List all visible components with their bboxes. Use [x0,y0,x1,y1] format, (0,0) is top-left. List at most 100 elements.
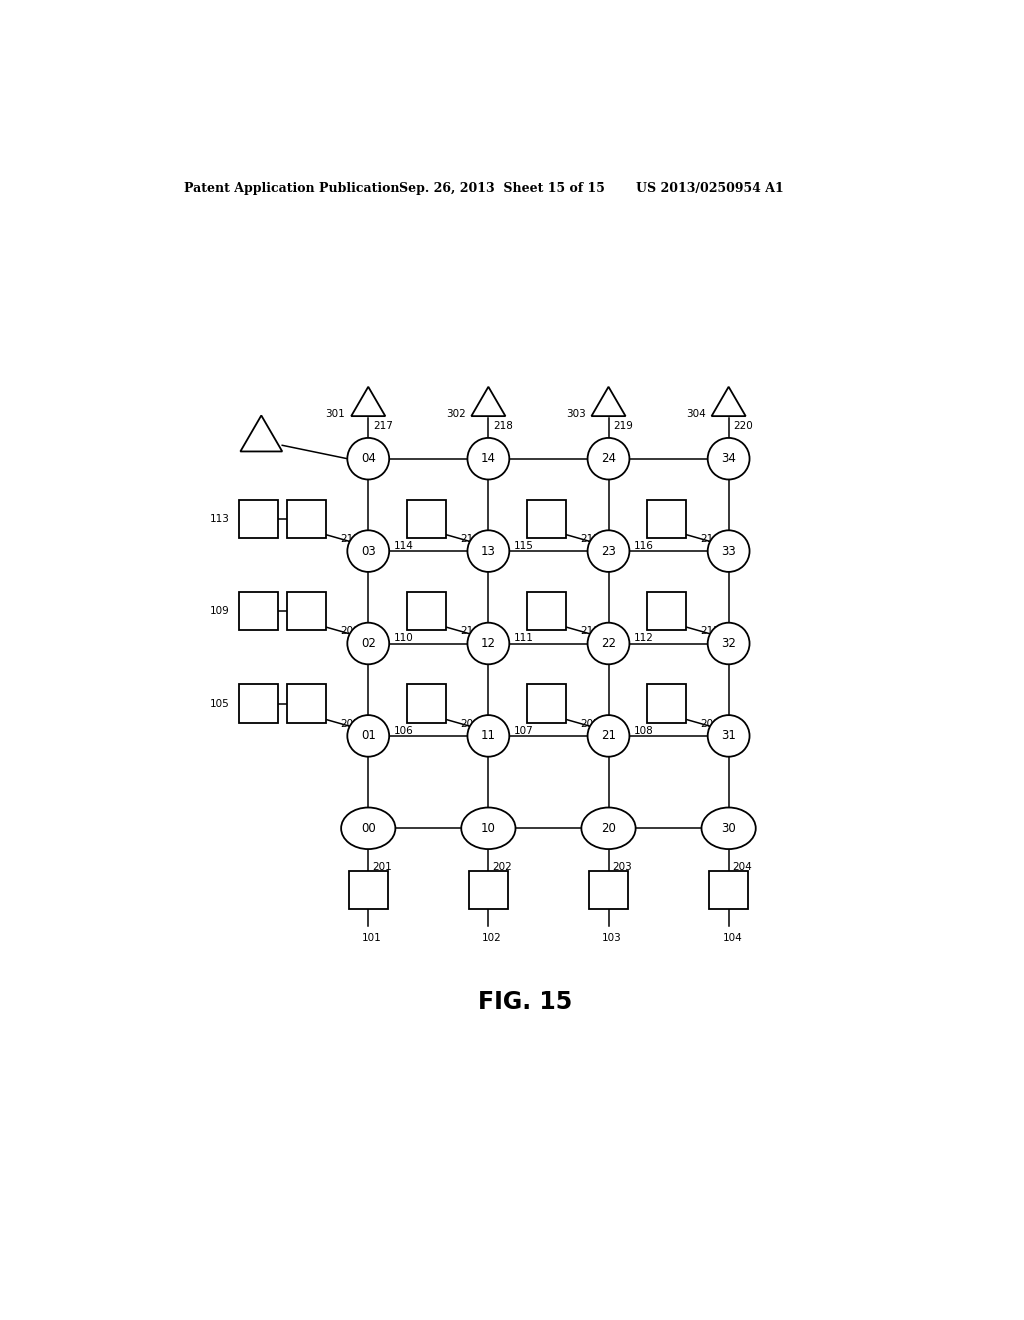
Text: 107: 107 [514,726,534,735]
Circle shape [708,531,750,572]
Circle shape [467,438,509,479]
Circle shape [708,623,750,664]
Text: 20: 20 [601,822,616,834]
Circle shape [467,623,509,664]
Text: 302: 302 [445,409,466,418]
Text: 108: 108 [634,726,654,735]
Circle shape [588,623,630,664]
Text: 114: 114 [394,541,414,550]
Text: 214: 214 [461,533,480,544]
Circle shape [347,715,389,756]
Text: 304: 304 [686,409,706,418]
Bar [710,871,748,909]
Bar [469,871,508,909]
Text: 111: 111 [514,634,534,643]
Bar [239,499,278,539]
Text: 21: 21 [601,730,616,742]
Text: 217: 217 [373,421,393,432]
Polygon shape [241,416,283,451]
Circle shape [588,438,630,479]
Text: 213: 213 [340,533,360,544]
Text: 216: 216 [700,533,721,544]
Text: 116: 116 [634,541,654,550]
Text: 23: 23 [601,545,616,557]
Text: 109: 109 [209,606,229,616]
Circle shape [708,715,750,756]
Bar [287,499,326,539]
Text: 206: 206 [461,718,480,729]
Ellipse shape [582,808,636,849]
Ellipse shape [341,808,395,849]
Bar [647,591,686,631]
Circle shape [588,531,630,572]
Text: 104: 104 [722,933,742,944]
Text: 211: 211 [581,626,600,636]
Circle shape [347,438,389,479]
Bar [589,871,628,909]
Bar [287,591,326,631]
Circle shape [708,438,750,479]
Polygon shape [712,387,745,416]
Text: US 2013/0250954 A1: US 2013/0250954 A1 [636,182,783,194]
Text: 11: 11 [481,730,496,742]
Text: 115: 115 [514,541,534,550]
Circle shape [467,715,509,756]
Bar [349,871,388,909]
Text: 208: 208 [700,718,721,729]
Bar [407,499,445,539]
Bar [527,684,566,723]
Circle shape [467,531,509,572]
Text: 113: 113 [209,513,229,524]
Bar [239,591,278,631]
Text: 212: 212 [700,626,721,636]
Ellipse shape [701,808,756,849]
Text: 12: 12 [481,638,496,649]
Text: 202: 202 [493,862,512,871]
Text: 204: 204 [732,862,753,871]
Text: 105: 105 [209,698,229,709]
Text: 205: 205 [340,718,360,729]
Bar [407,684,445,723]
Polygon shape [592,387,626,416]
Text: 10: 10 [481,822,496,834]
Polygon shape [351,387,385,416]
Text: 00: 00 [360,822,376,834]
Text: 209: 209 [340,626,360,636]
Text: 220: 220 [733,421,753,432]
Text: Sep. 26, 2013  Sheet 15 of 15: Sep. 26, 2013 Sheet 15 of 15 [399,182,605,194]
Text: 02: 02 [360,638,376,649]
Text: 22: 22 [601,638,616,649]
Text: 210: 210 [461,626,480,636]
Text: 13: 13 [481,545,496,557]
Text: 34: 34 [721,453,736,465]
Circle shape [347,531,389,572]
Bar [239,684,278,723]
Text: 14: 14 [481,453,496,465]
Text: 01: 01 [360,730,376,742]
Text: 301: 301 [326,409,345,418]
Circle shape [347,623,389,664]
Bar [647,684,686,723]
Text: 24: 24 [601,453,616,465]
Text: 31: 31 [721,730,736,742]
Bar [407,591,445,631]
Text: 110: 110 [394,634,414,643]
Text: Patent Application Publication: Patent Application Publication [183,182,399,194]
Text: 218: 218 [493,421,513,432]
Bar [647,499,686,539]
Bar [527,591,566,631]
Text: 112: 112 [634,634,654,643]
Text: 303: 303 [566,409,586,418]
Text: 04: 04 [360,453,376,465]
Text: 03: 03 [360,545,376,557]
Polygon shape [471,387,506,416]
Text: 32: 32 [721,638,736,649]
Text: 30: 30 [721,822,736,834]
Bar [527,499,566,539]
Text: 101: 101 [362,933,382,944]
Text: 215: 215 [581,533,600,544]
Text: FIG. 15: FIG. 15 [477,990,572,1014]
Ellipse shape [461,808,515,849]
Text: 203: 203 [612,862,632,871]
Circle shape [588,715,630,756]
